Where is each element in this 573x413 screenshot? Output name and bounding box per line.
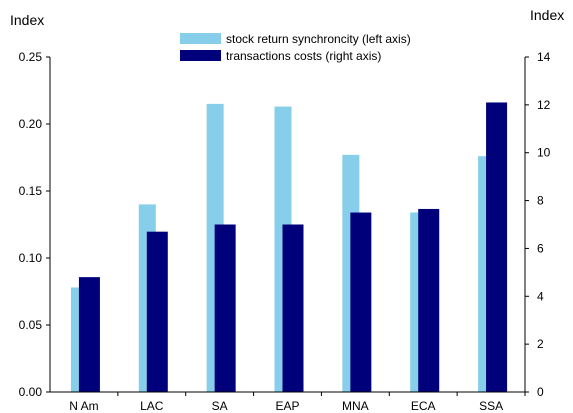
left-axis-title: Index [10,12,44,28]
right-y-tick-label: 6 [537,241,544,255]
x-tick-label: SSA [479,399,503,413]
bar-transaction-costs-sa [214,224,236,392]
x-tick-label: EAP [275,399,299,413]
left-y-tick-label: 0.15 [19,184,43,198]
right-y-tick-label: 0 [537,385,544,399]
bars-group [70,102,508,393]
legend-swatch-transaction-costs [180,50,221,61]
left-y-tick-label: 0.00 [19,385,43,399]
x-tick-label: SA [212,399,228,413]
left-y-tick-label: 0.20 [19,117,43,131]
left-y-tick-label: 0.10 [19,251,43,265]
right-y-tick-label: 10 [537,146,551,160]
left-y-tick-label: 0.05 [19,318,43,332]
right-axis-title: Index [530,7,564,23]
bar-transaction-costs-eca [418,208,440,392]
bar-transaction-costs-n-am [78,277,100,392]
legend-label-synchronicity: stock return synchroncity (left axis) [226,32,411,46]
left-y-tick-label: 0.25 [19,50,43,64]
legend-label-transaction-costs: transactions costs (right axis) [226,49,381,63]
legend-swatch-synchronicity [180,33,221,44]
bar-transaction-costs-lac [146,231,168,392]
legend: stock return synchroncity (left axis) tr… [180,32,411,63]
bar-transaction-costs-eap [282,224,304,392]
x-tick-label: LAC [140,399,164,413]
right-y-tick-label: 2 [537,337,544,351]
right-y-tick-label: 14 [537,50,551,64]
bar-transaction-costs-ssa [486,102,508,392]
right-y-tick-label: 4 [537,289,544,303]
axes-group [49,57,526,393]
x-tick-label: MNA [342,399,369,413]
ticks-group: N Am LAC SA EAP MNA ECA SSA 0.00 0.05 0.10 0.15 0.2… [19,50,551,413]
x-tick-label: ECA [411,399,436,413]
x-tick-label: N Am [69,399,98,413]
right-y-tick-label: 12 [537,98,551,112]
bar-transaction-costs-mna [350,212,372,392]
right-y-tick-label: 8 [537,194,544,208]
